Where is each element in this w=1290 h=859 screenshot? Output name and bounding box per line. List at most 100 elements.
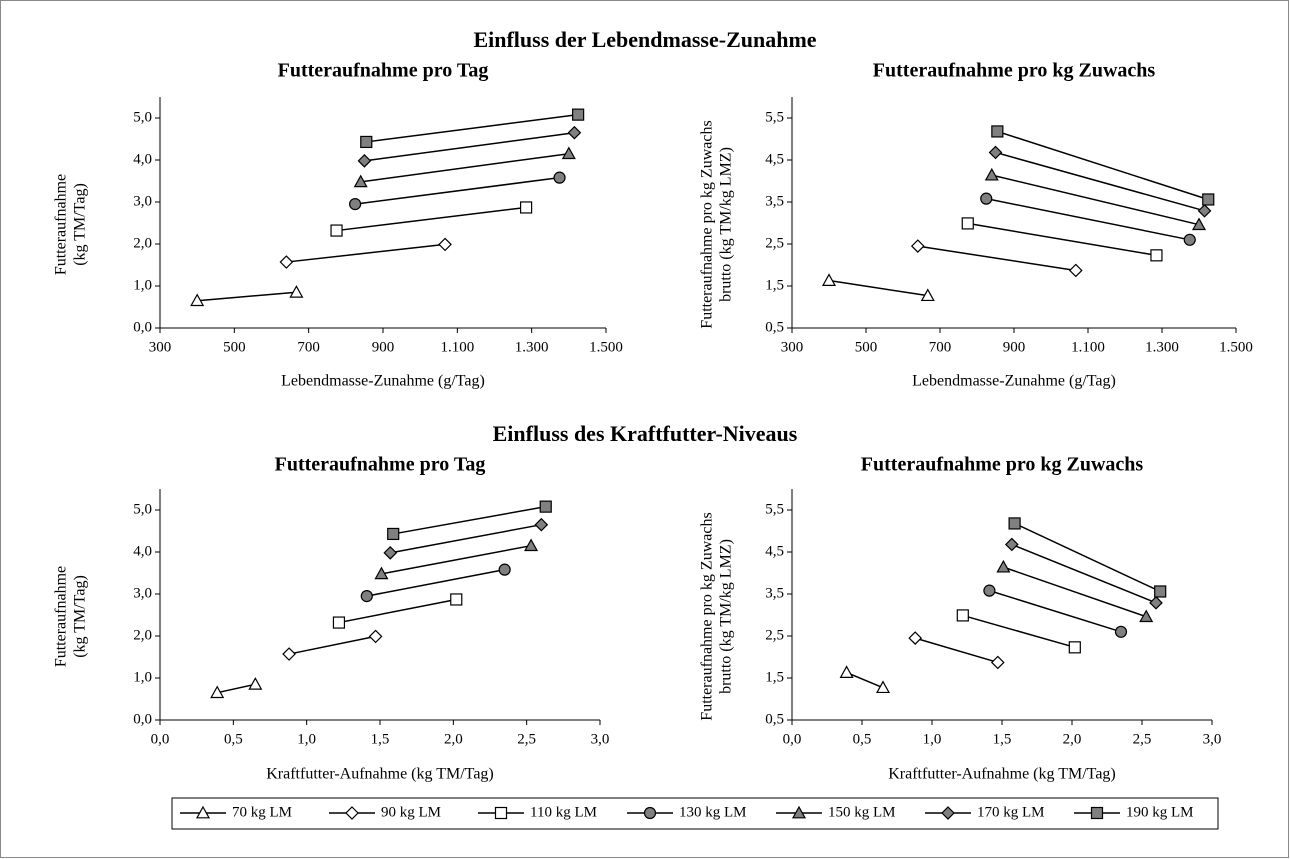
x-tick-label: 1.100	[440, 339, 474, 355]
y-tick-label: 3,5	[765, 193, 784, 209]
marker	[450, 593, 463, 606]
x-axis-label: Lebendmasse-Zunahme (g/Tag)	[281, 373, 485, 390]
marker	[991, 125, 1004, 138]
y-axis-label: (kg TM/Tag)	[72, 575, 89, 658]
x-tick-label: 2,5	[517, 731, 536, 747]
y-tick-label: 3,0	[133, 585, 152, 601]
series-line	[360, 152, 569, 183]
series-line	[995, 151, 1205, 212]
x-tick-label: 2,0	[444, 731, 463, 747]
y-tick-label: 2,0	[133, 235, 152, 251]
marker	[1008, 517, 1021, 530]
y-axis-label: Futteraufnahme pro kg Zuwachs	[699, 120, 716, 328]
y-tick-label: 2,5	[765, 627, 784, 643]
series-line	[336, 206, 527, 232]
y-tick-label: 1,0	[133, 277, 152, 293]
marker	[983, 584, 996, 597]
marker	[988, 145, 1003, 160]
x-tick-label: 300	[149, 339, 172, 355]
marker	[387, 527, 400, 541]
series-line	[1014, 522, 1161, 593]
marker	[330, 224, 343, 237]
y-tick-label: 0,0	[133, 711, 152, 727]
y-axis-label: brutto (kg TM/kg LMZ)	[718, 539, 735, 694]
y-tick-label: 0,5	[765, 711, 784, 727]
marker	[908, 631, 923, 645]
marker	[561, 146, 576, 160]
legend-marker	[494, 806, 508, 820]
chart-title: Futteraufnahme pro kg Zuwachs	[861, 454, 1144, 476]
x-tick-label: 1,0	[923, 731, 942, 747]
marker	[1197, 203, 1212, 218]
marker	[289, 285, 304, 298]
marker	[961, 217, 974, 230]
marker	[360, 135, 373, 149]
x-tick-label: 2,5	[1133, 731, 1152, 747]
x-tick-label: 0,0	[151, 731, 170, 747]
chart-title: Futteraufnahme pro Tag	[275, 454, 486, 476]
y-tick-label: 4,5	[765, 151, 784, 167]
chart-title: Futteraufnahme pro Tag	[278, 60, 489, 82]
y-tick-label: 5,0	[133, 501, 152, 517]
y-axis-label: Futteraufnahme	[53, 566, 70, 667]
y-tick-label: 5,5	[765, 501, 784, 517]
marker	[524, 538, 539, 552]
legend-marker	[1090, 806, 1104, 820]
x-tick-label: 700	[929, 339, 952, 355]
y-tick-label: 0,0	[133, 319, 152, 335]
x-axis-label: Kraftfutter-Aufnahme (kg TM/Tag)	[266, 766, 494, 783]
marker	[1114, 625, 1128, 638]
series-line	[846, 671, 884, 689]
x-tick-label: 900	[1003, 339, 1026, 355]
marker	[248, 677, 263, 690]
marker	[1183, 233, 1196, 246]
marker	[839, 665, 854, 678]
series-line	[989, 589, 1122, 633]
series-line	[967, 222, 1157, 257]
y-tick-label: 1,5	[765, 669, 784, 685]
x-tick-label: 1.500	[1219, 339, 1253, 355]
x-tick-label: 900	[372, 339, 395, 355]
marker	[572, 108, 585, 121]
series-line	[962, 614, 1076, 649]
x-tick-label: 300	[781, 339, 804, 355]
y-tick-label: 2,5	[765, 235, 784, 251]
x-tick-label: 1.300	[1145, 339, 1179, 355]
x-axis-label: Kraftfutter-Aufnahme (kg TM/Tag)	[888, 766, 1116, 783]
marker	[1191, 217, 1207, 231]
y-tick-label: 1,0	[133, 669, 152, 685]
marker	[1068, 641, 1081, 654]
marker	[990, 655, 1005, 670]
legend-label: 130 kg LM	[679, 804, 747, 820]
chart-title: Futteraufnahme pro kg Zuwachs	[873, 60, 1156, 82]
marker	[282, 647, 296, 661]
series-line	[917, 245, 1076, 272]
legend-marker	[195, 805, 211, 819]
series-line	[355, 176, 560, 205]
y-tick-label: 0,5	[765, 319, 784, 335]
x-tick-label: 3,0	[1203, 731, 1222, 747]
marker	[1004, 537, 1019, 552]
marker	[956, 609, 969, 622]
series-line	[991, 174, 1200, 226]
y-tick-label: 2,0	[133, 627, 152, 643]
legend-label: 90 kg LM	[381, 804, 441, 820]
marker	[374, 566, 389, 580]
marker	[996, 559, 1011, 573]
marker	[368, 629, 383, 644]
marker	[383, 545, 398, 560]
marker	[821, 273, 837, 286]
series-line	[1011, 543, 1157, 604]
y-tick-label: 5,5	[765, 109, 784, 125]
series-line	[381, 544, 532, 575]
marker	[1150, 249, 1163, 262]
marker	[534, 517, 549, 532]
marker	[910, 239, 925, 253]
x-axis-label: Lebendmasse-Zunahme (g/Tag)	[912, 373, 1116, 390]
x-tick-label: 500	[855, 339, 878, 355]
y-tick-label: 4,0	[133, 151, 152, 167]
x-tick-label: 0,0	[783, 731, 802, 747]
y-tick-label: 3,0	[133, 193, 152, 209]
